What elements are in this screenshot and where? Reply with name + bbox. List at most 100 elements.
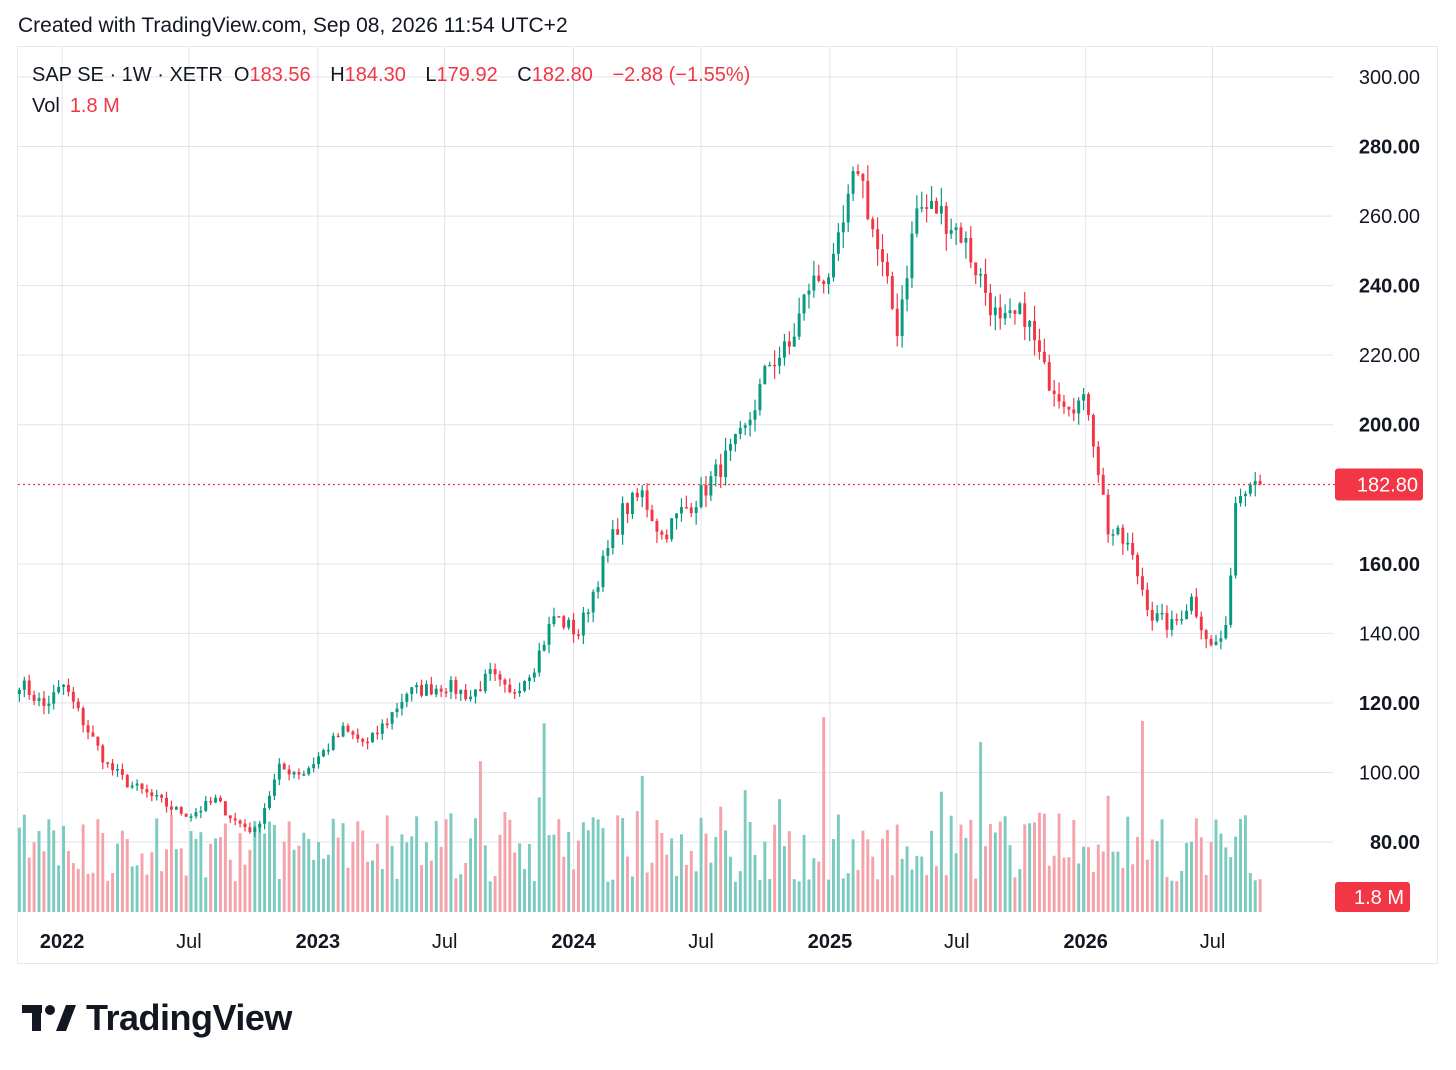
candle-body: [567, 619, 571, 628]
volume-bar: [979, 742, 983, 912]
x-tick-label: Jul: [176, 931, 202, 953]
tradingview-brand[interactable]: TradingView: [22, 996, 292, 1040]
volume-bar: [292, 849, 296, 912]
volume-bar: [174, 849, 178, 912]
candle-body: [150, 792, 154, 796]
candle-body: [905, 278, 909, 300]
volume-bar: [1175, 881, 1179, 912]
volume-bar: [626, 856, 629, 912]
volume-bar: [763, 841, 767, 912]
candle-body: [802, 294, 806, 314]
volume-bar: [689, 850, 693, 912]
x-tick-label: 2022: [40, 931, 85, 953]
volume-bar: [871, 856, 875, 912]
volume-bar: [297, 845, 301, 912]
volume-bar: [743, 790, 747, 912]
volume-bar: [135, 865, 139, 912]
volume-bar: [1013, 877, 1017, 912]
candle-body: [1013, 310, 1017, 314]
candle-body: [1106, 494, 1110, 535]
candle-body: [1224, 624, 1228, 639]
volume-bar: [1150, 839, 1154, 912]
volume-bar: [400, 834, 404, 912]
candle-body: [336, 735, 340, 738]
last-price-badge: [1335, 468, 1423, 501]
volume-bar: [1077, 863, 1081, 912]
candle-body: [1062, 401, 1066, 407]
y-tick-label: 120.00: [1359, 693, 1420, 715]
candle-body: [331, 735, 335, 750]
volume-bar: [959, 824, 963, 912]
volume-bar: [488, 881, 492, 912]
volume-bar: [802, 834, 806, 912]
volume-bar: [1248, 873, 1252, 912]
candle-body: [76, 701, 80, 709]
candle-body: [532, 672, 536, 678]
candle-body: [1072, 409, 1076, 414]
volume-bar: [86, 873, 90, 912]
volume-bar: [194, 839, 198, 912]
candle-body: [1121, 527, 1125, 544]
volume-bar: [361, 830, 365, 912]
volume-bar: [464, 862, 468, 912]
candle-body: [782, 341, 786, 358]
volume-bar: [1003, 816, 1007, 912]
volume-bar: [410, 836, 414, 912]
volume-bar: [596, 819, 600, 912]
low-value: 179.92: [436, 64, 498, 86]
y-tick-label: 220.00: [1359, 345, 1420, 367]
volume-bar: [444, 819, 448, 912]
volume-bar: [822, 717, 826, 912]
candle-body: [390, 712, 394, 724]
candle-body: [621, 503, 625, 535]
open-value: 183.56: [249, 64, 311, 86]
candle-body: [111, 763, 115, 771]
volume-bar: [630, 876, 634, 912]
candle-body: [405, 694, 409, 702]
created-caption: Created with TradingView.com, Sep 08, 20…: [18, 14, 568, 37]
candle-body: [464, 689, 468, 700]
y-tick-label: 260.00: [1359, 206, 1420, 228]
candle-body: [1214, 641, 1218, 645]
candle-body: [1258, 480, 1262, 485]
y-tick-label: 240.00: [1359, 276, 1420, 298]
candle-body: [228, 815, 232, 819]
volume-bar: [1180, 870, 1184, 912]
x-tick-label: 2026: [1063, 931, 1108, 953]
brand-name: TradingView: [86, 997, 292, 1038]
x-tick-label: 2025: [808, 931, 853, 953]
volume-bar: [719, 806, 723, 912]
volume-bar: [1057, 813, 1061, 912]
candle-body: [552, 616, 556, 624]
volume-bar: [106, 880, 110, 912]
volume-bar: [939, 791, 943, 912]
volume-bar: [22, 814, 26, 912]
symbol-label[interactable]: SAP SE · 1W · XETR: [32, 64, 223, 86]
volume-bar: [576, 840, 580, 912]
volume-bar: [665, 854, 669, 912]
candle-body: [841, 222, 845, 233]
candle-body: [572, 619, 576, 635]
volume-bar: [1140, 720, 1144, 912]
volume-bar: [228, 859, 232, 912]
volume-bar: [773, 824, 777, 912]
candle-body: [675, 513, 679, 519]
candle-body: [420, 685, 424, 696]
candle-body: [743, 425, 747, 428]
volume-bar: [380, 869, 384, 912]
volume-bar: [523, 869, 526, 912]
candle-body: [704, 485, 708, 496]
volume-bar: [704, 833, 708, 912]
volume-bar: [223, 823, 227, 912]
volume-bar: [567, 831, 571, 912]
candle-body: [1239, 496, 1242, 504]
volume-bar: [1121, 867, 1125, 912]
candle-body: [792, 336, 796, 347]
y-tick-label: 200.00: [1359, 415, 1420, 437]
candle-body: [1077, 400, 1081, 414]
candle-body: [439, 688, 443, 692]
volume-bar: [351, 841, 355, 912]
candle-body: [1116, 527, 1120, 535]
candle-body: [1042, 351, 1046, 363]
